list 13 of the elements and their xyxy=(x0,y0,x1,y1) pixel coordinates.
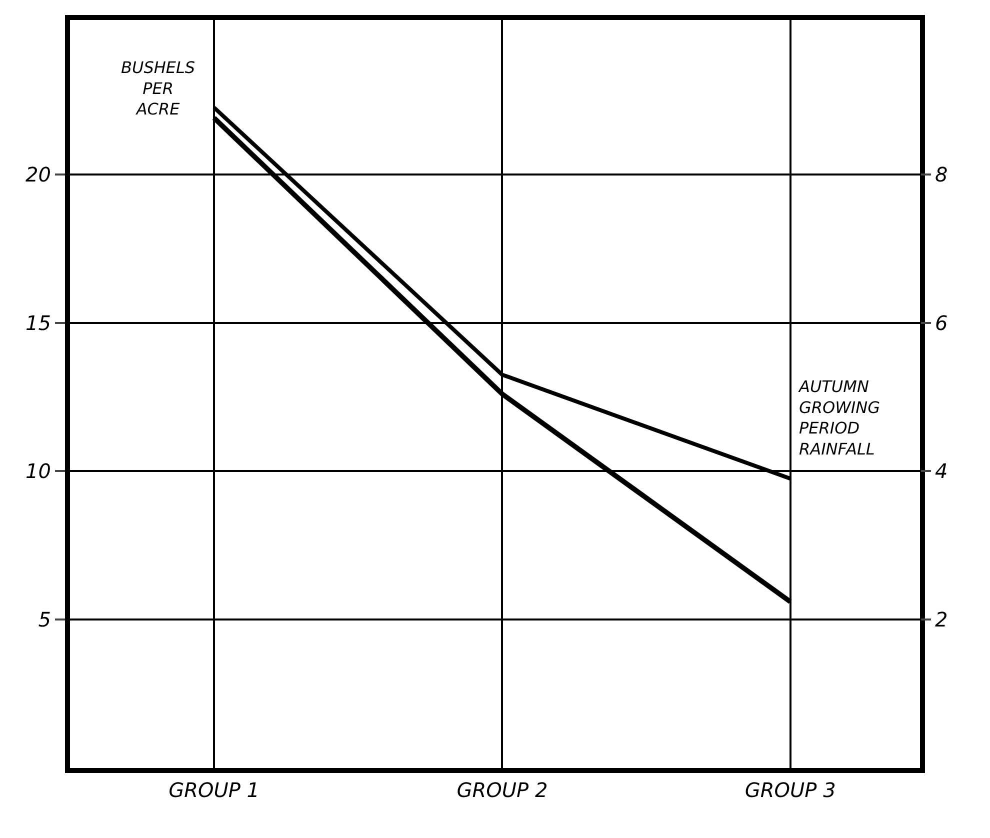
x-tick-label: GROUP 1 xyxy=(168,778,260,802)
y2-tick-label: 2 xyxy=(935,608,948,632)
y-tick-label: 5 xyxy=(38,608,51,632)
y2-axis-title: AUTUMN GROWING PERIOD RAINFALL xyxy=(798,377,880,458)
y-tick-label: 10 xyxy=(26,459,51,484)
y-axis-title: BUSHELS PER ACRE xyxy=(121,58,196,119)
x-tick-label: GROUP 3 xyxy=(744,778,836,802)
x-tick-label: GROUP 2 xyxy=(456,778,548,802)
y2-tick-label: 4 xyxy=(935,459,948,484)
y2-tick-label: 6 xyxy=(935,310,948,335)
y2-tick-label: 8 xyxy=(935,162,948,186)
y-tick-label: 20 xyxy=(26,162,51,186)
y-tick-label: 15 xyxy=(26,310,51,335)
